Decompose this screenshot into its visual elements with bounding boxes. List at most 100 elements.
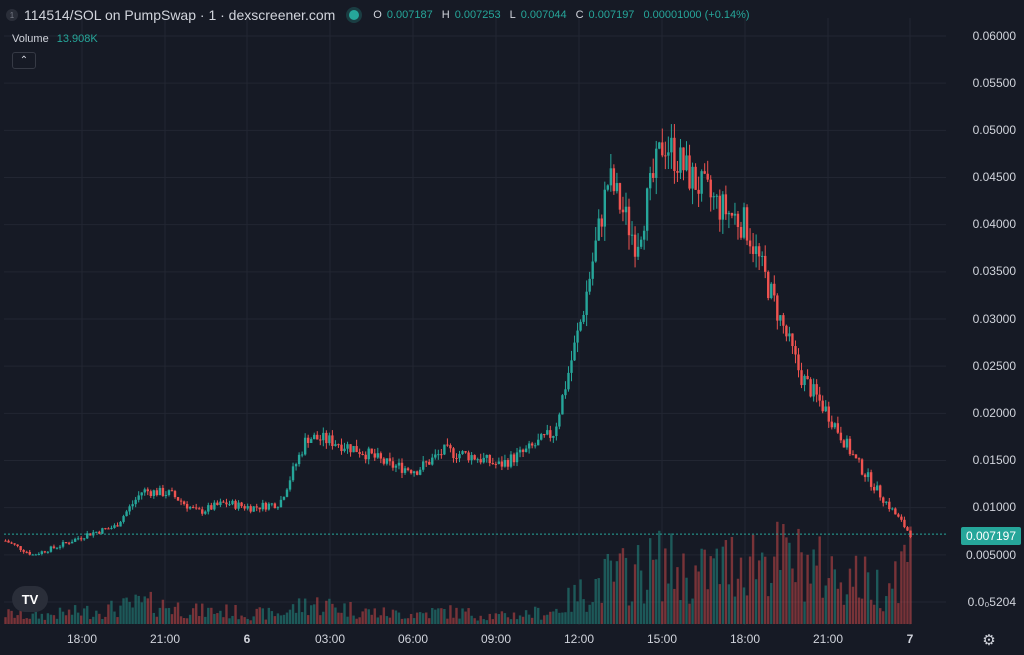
price-label: 0.06000 bbox=[972, 29, 1016, 43]
candle-body bbox=[297, 454, 301, 465]
volume-bar bbox=[866, 572, 870, 624]
volume-bar bbox=[848, 568, 852, 624]
candle-body bbox=[767, 271, 770, 299]
volume-bar bbox=[346, 616, 349, 624]
volume-bar bbox=[28, 618, 31, 624]
candle-body bbox=[334, 444, 337, 447]
candle-body bbox=[303, 437, 307, 455]
volume-bar bbox=[7, 609, 10, 624]
candle-body bbox=[98, 531, 101, 534]
tradingview-logo[interactable]: TV bbox=[12, 586, 48, 612]
price-label: 0.0₀5204 bbox=[967, 595, 1016, 609]
volume-legend: Volume 13.908K bbox=[12, 33, 98, 45]
volume-bar bbox=[879, 608, 882, 624]
candle-body bbox=[415, 471, 419, 475]
candle-body bbox=[418, 469, 422, 475]
candle-body bbox=[425, 461, 428, 463]
candle-body bbox=[857, 458, 861, 460]
volume-bar bbox=[500, 611, 504, 624]
candle-body bbox=[397, 462, 401, 466]
candle-body bbox=[394, 465, 398, 468]
volume-bar bbox=[552, 611, 555, 624]
volume-bar bbox=[612, 581, 616, 624]
candle-body bbox=[706, 173, 709, 180]
collapse-legend-button[interactable]: ⌃ bbox=[12, 52, 36, 69]
volume-bar bbox=[412, 618, 416, 624]
volume-bar bbox=[618, 553, 622, 624]
volume-bar bbox=[379, 615, 383, 624]
volume-bar bbox=[328, 598, 331, 624]
candle-body bbox=[198, 508, 201, 510]
candle-body bbox=[140, 492, 143, 496]
volume-bar bbox=[207, 607, 210, 624]
candle-body bbox=[258, 507, 261, 510]
volume-bar bbox=[201, 603, 204, 624]
volume-bar bbox=[894, 561, 897, 624]
volume-bar bbox=[440, 608, 443, 624]
candle-body bbox=[28, 551, 31, 555]
volume-bar bbox=[89, 619, 92, 624]
candle-body bbox=[497, 461, 501, 464]
volume-bar bbox=[116, 617, 119, 624]
volume-bar bbox=[406, 618, 410, 624]
volume-bar bbox=[851, 586, 855, 624]
candle-body bbox=[16, 544, 19, 547]
candle-body bbox=[891, 508, 894, 510]
candle-body bbox=[122, 516, 125, 522]
candle-body bbox=[421, 461, 425, 470]
volume-bar bbox=[639, 570, 643, 624]
candle-body bbox=[231, 500, 234, 505]
volume-bar bbox=[225, 604, 228, 624]
volume-bar bbox=[349, 602, 352, 624]
volume-bar bbox=[661, 601, 664, 624]
candle-body bbox=[464, 451, 467, 453]
volume-bar bbox=[101, 619, 104, 624]
candles bbox=[4, 124, 912, 556]
candle-body bbox=[225, 502, 228, 505]
gear-icon[interactable]: ⚙ bbox=[982, 632, 996, 649]
volume-bar bbox=[697, 571, 700, 624]
candle-body bbox=[500, 461, 504, 467]
candle-body bbox=[751, 246, 755, 254]
volume-bar bbox=[712, 558, 715, 624]
candle-body bbox=[4, 540, 7, 542]
volume-bar bbox=[364, 608, 367, 624]
live-status-icon bbox=[349, 10, 360, 20]
candle-body bbox=[49, 546, 53, 552]
volume-bar bbox=[288, 609, 292, 624]
volume-bar bbox=[98, 613, 101, 624]
volume-bar bbox=[303, 598, 307, 624]
candle-body bbox=[860, 459, 864, 475]
volume-bar bbox=[213, 613, 216, 624]
volume-bar bbox=[473, 618, 476, 624]
candle-body bbox=[52, 546, 56, 548]
volume-bar bbox=[279, 615, 283, 624]
candle-body bbox=[340, 444, 343, 452]
candle-body bbox=[700, 171, 703, 194]
candle-body bbox=[854, 454, 858, 459]
volume-bar bbox=[49, 614, 53, 624]
volume-bar bbox=[506, 617, 510, 624]
volume-bar bbox=[549, 611, 552, 624]
volume-bar bbox=[897, 603, 900, 624]
volume-bar bbox=[791, 568, 794, 624]
volume-bar bbox=[767, 596, 770, 624]
candle-body bbox=[95, 531, 98, 533]
candle-body bbox=[670, 137, 673, 153]
candle-body bbox=[776, 295, 779, 321]
candle-body bbox=[664, 155, 667, 157]
volume-bar bbox=[621, 548, 625, 624]
volume-bar bbox=[464, 611, 467, 624]
volume-bar bbox=[648, 538, 652, 624]
candle-body bbox=[270, 503, 274, 505]
volume-bar bbox=[258, 607, 261, 624]
volume-bar bbox=[421, 613, 425, 624]
candle-body bbox=[134, 499, 137, 505]
volume-bar bbox=[300, 612, 304, 624]
volume-bar bbox=[152, 612, 156, 624]
time-label: 21:00 bbox=[812, 632, 844, 646]
candle-body bbox=[827, 406, 830, 422]
candle-body bbox=[615, 183, 619, 192]
candle-body bbox=[188, 507, 192, 509]
